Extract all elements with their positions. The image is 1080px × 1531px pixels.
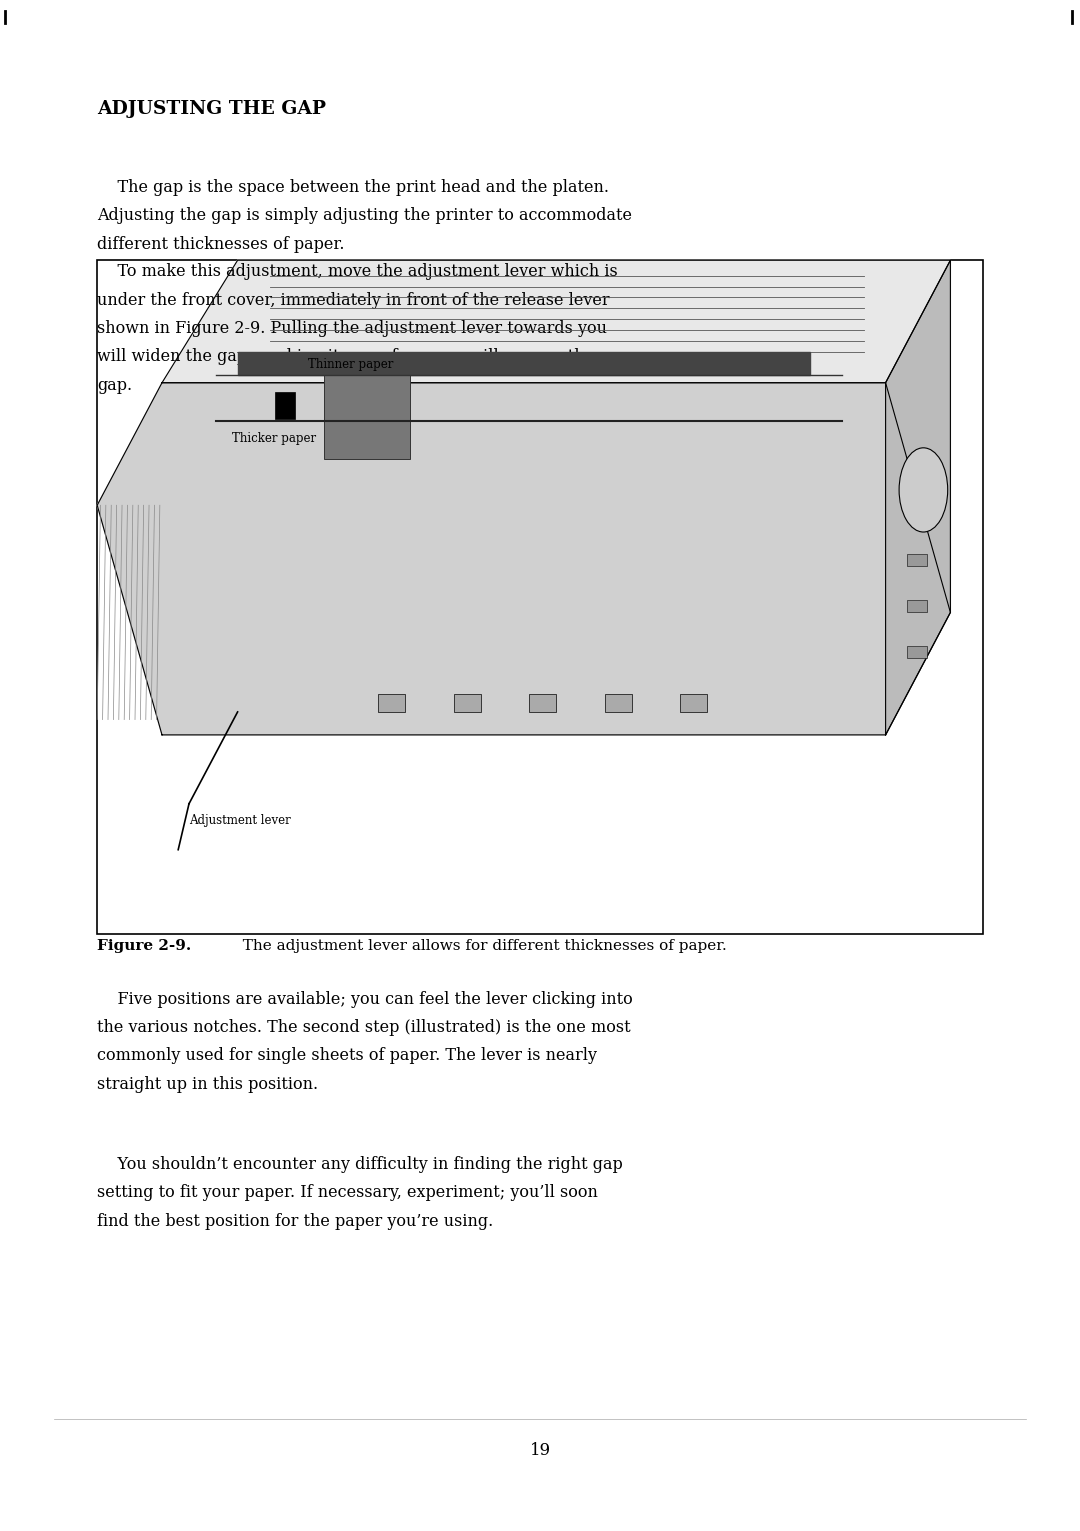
Text: To make this adjustment, move the adjustment lever which is: To make this adjustment, move the adjust… — [97, 263, 618, 280]
Polygon shape — [886, 260, 950, 735]
Text: different thicknesses of paper.: different thicknesses of paper. — [97, 236, 345, 253]
Text: Thicker paper: Thicker paper — [232, 432, 316, 444]
Bar — [275, 392, 295, 419]
Polygon shape — [97, 383, 950, 735]
Text: Figure 2-9.: Figure 2-9. — [97, 939, 191, 952]
Bar — [605, 694, 632, 712]
Text: gap.: gap. — [97, 377, 133, 393]
Text: find the best position for the paper you’re using.: find the best position for the paper you… — [97, 1213, 494, 1229]
Text: straight up in this position.: straight up in this position. — [97, 1075, 319, 1093]
Text: Adjusting the gap is simply adjusting the printer to accommodate: Adjusting the gap is simply adjusting th… — [97, 207, 632, 225]
Bar — [907, 600, 927, 612]
Text: 19: 19 — [529, 1442, 551, 1459]
Text: Five positions are available; you can feel the lever clicking into: Five positions are available; you can fe… — [97, 991, 633, 1007]
Bar — [97, 260, 983, 934]
Text: You shouldn’t encounter any difficulty in finding the right gap: You shouldn’t encounter any difficulty i… — [97, 1156, 623, 1173]
Text: setting to fit your paper. If necessary, experiment; you’ll soon: setting to fit your paper. If necessary,… — [97, 1185, 598, 1202]
Bar — [680, 694, 707, 712]
Text: Adjustment lever: Adjustment lever — [189, 814, 291, 827]
Ellipse shape — [899, 447, 948, 531]
Bar — [324, 375, 410, 459]
Bar — [907, 554, 927, 566]
Text: commonly used for single sheets of paper. The lever is nearly: commonly used for single sheets of paper… — [97, 1047, 597, 1064]
Polygon shape — [162, 260, 950, 383]
Text: the various notches. The second step (illustrated) is the one most: the various notches. The second step (il… — [97, 1020, 631, 1036]
Bar — [907, 646, 927, 658]
Bar — [454, 694, 481, 712]
Text: will widen the gap; pushing it away from you will narrow the: will widen the gap; pushing it away from… — [97, 349, 594, 366]
Text: The adjustment lever allows for different thicknesses of paper.: The adjustment lever allows for differen… — [233, 939, 727, 952]
Text: ADJUSTING THE GAP: ADJUSTING THE GAP — [97, 100, 326, 118]
Bar — [378, 694, 405, 712]
Text: The gap is the space between the print head and the platen.: The gap is the space between the print h… — [97, 179, 609, 196]
Polygon shape — [238, 352, 810, 375]
Text: under the front cover, immediately in front of the release lever: under the front cover, immediately in fr… — [97, 291, 610, 309]
Bar — [529, 694, 556, 712]
Text: shown in Figure 2-9. Pulling the adjustment lever towards you: shown in Figure 2-9. Pulling the adjustm… — [97, 320, 607, 337]
Text: Thinner paper: Thinner paper — [308, 358, 393, 371]
